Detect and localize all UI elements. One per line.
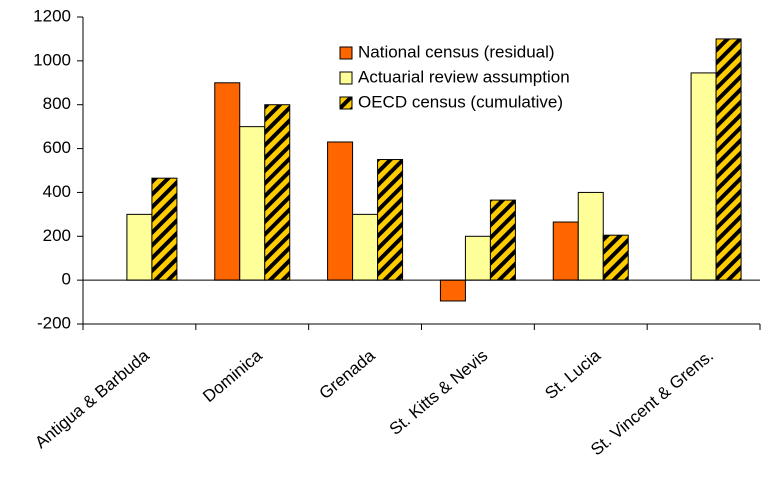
bar xyxy=(439,279,466,302)
x-tick-label: Grenada xyxy=(316,346,379,403)
bar xyxy=(264,104,291,281)
y-tick-label: 200 xyxy=(43,226,71,245)
bar xyxy=(552,221,579,281)
bar xyxy=(489,199,516,281)
bar xyxy=(464,235,491,281)
x-tick-label: Dominica xyxy=(199,346,266,406)
legend-label: OECD census (cumulative) xyxy=(358,92,563,111)
y-tick-label: 1200 xyxy=(33,6,71,25)
y-tick-label: -200 xyxy=(37,313,71,332)
bar xyxy=(690,72,717,281)
legend-label: Actuarial review assumption xyxy=(358,67,570,86)
bar xyxy=(327,141,354,281)
y-tick-label: 1000 xyxy=(33,50,71,69)
x-tick-label: St. Kitts & Nevis xyxy=(386,346,492,439)
bar xyxy=(352,213,379,281)
legend-label: National census (residual) xyxy=(358,42,555,61)
bar xyxy=(214,82,241,281)
bar xyxy=(715,38,742,281)
bar xyxy=(239,126,266,281)
y-tick-label: 400 xyxy=(43,182,71,201)
bar xyxy=(577,191,604,281)
x-tick-label: St. Vincent & Grens. xyxy=(587,346,717,459)
legend-swatch xyxy=(339,71,353,85)
x-tick-label: St. Lucia xyxy=(541,346,604,403)
legend-swatch xyxy=(339,46,353,60)
y-tick-label: 600 xyxy=(43,138,71,157)
bar xyxy=(377,159,404,281)
legend-swatch xyxy=(339,96,353,110)
x-tick-label: Antigua & Barbuda xyxy=(31,346,153,453)
bar xyxy=(602,234,629,281)
y-tick-label: 800 xyxy=(43,94,71,113)
y-tick-label: 0 xyxy=(62,270,71,289)
bar xyxy=(151,177,178,281)
bar xyxy=(126,213,153,281)
